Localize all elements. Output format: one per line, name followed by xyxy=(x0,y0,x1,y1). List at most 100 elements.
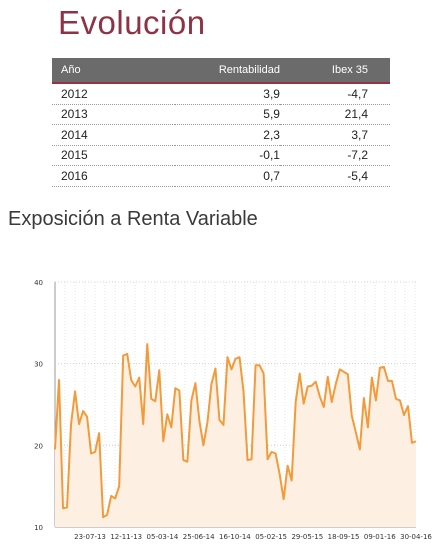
data-point xyxy=(243,390,245,392)
x-tick-label: 16-10-14 xyxy=(219,533,251,541)
data-point xyxy=(347,373,349,375)
data-point xyxy=(235,358,237,360)
data-point xyxy=(90,453,92,455)
data-point xyxy=(162,440,164,442)
data-point xyxy=(403,414,405,416)
data-point xyxy=(74,390,76,392)
data-point xyxy=(134,386,136,388)
cell-return: 2,3 xyxy=(174,124,280,146)
data-point xyxy=(339,368,341,370)
page-title: Evolución xyxy=(58,4,206,41)
data-point xyxy=(311,385,313,387)
data-point xyxy=(58,379,60,381)
data-point xyxy=(218,419,220,421)
data-point xyxy=(387,380,389,382)
data-point xyxy=(98,432,100,434)
x-tick-label: 12-11-13 xyxy=(110,533,142,541)
data-point xyxy=(110,495,112,497)
data-point xyxy=(114,497,116,499)
data-point xyxy=(291,479,293,481)
cell-ibex: 3,7 xyxy=(279,124,390,146)
x-tick-label: 05-02-15 xyxy=(255,533,287,541)
cell-return: 0,7 xyxy=(174,165,280,187)
data-point xyxy=(54,448,56,450)
data-point xyxy=(407,405,409,407)
x-tick-label: 18-09-15 xyxy=(328,533,360,541)
data-point xyxy=(66,506,68,508)
data-point xyxy=(182,459,184,461)
data-point xyxy=(351,415,353,417)
data-point xyxy=(319,395,321,397)
data-point xyxy=(202,444,204,446)
x-tick-label: 29-05-15 xyxy=(291,533,323,541)
cell-year: 2016 xyxy=(52,165,175,187)
data-point xyxy=(122,355,124,357)
data-point xyxy=(170,426,172,428)
table-row: 2012 3,9 -4,7 xyxy=(52,83,390,105)
data-point xyxy=(295,401,297,403)
data-point xyxy=(323,406,325,408)
data-point xyxy=(247,459,249,461)
data-point xyxy=(146,343,148,345)
data-point xyxy=(399,399,401,401)
data-point xyxy=(307,386,309,388)
data-point xyxy=(315,381,317,383)
cell-ibex: -4,7 xyxy=(279,83,390,105)
x-tick-label: 09-01-16 xyxy=(364,533,396,541)
data-point xyxy=(375,399,377,401)
data-point xyxy=(118,485,120,487)
header-ibex: Ibex 35 xyxy=(279,58,390,84)
data-point xyxy=(259,364,261,366)
data-point xyxy=(186,461,188,463)
data-point xyxy=(343,371,345,373)
data-point xyxy=(267,458,269,460)
data-point xyxy=(130,379,132,381)
equity-exposure-chart: 10 20 30 40 23-07-13 12-11-13 05-03-14 25-06-14… xyxy=(34,279,432,541)
data-point xyxy=(138,377,140,379)
header-return: Rentabilidad xyxy=(174,58,280,84)
data-point xyxy=(335,383,337,385)
data-point xyxy=(70,423,72,425)
x-tick-label: 25-06-14 xyxy=(183,533,215,541)
data-point xyxy=(198,420,200,422)
data-point xyxy=(391,380,393,382)
data-point xyxy=(251,458,253,460)
y-tick-label: 10 xyxy=(34,524,43,532)
data-point xyxy=(194,382,196,384)
data-point xyxy=(210,383,212,385)
data-point xyxy=(222,424,224,426)
data-point xyxy=(411,442,413,444)
x-tick-label: 30-04-16 xyxy=(400,533,432,541)
header-year: Año xyxy=(52,58,175,84)
data-point xyxy=(86,416,88,418)
data-point xyxy=(371,377,373,379)
table-header-row: Año Rentabilidad Ibex 35 xyxy=(52,58,390,84)
cell-ibex: 21,4 xyxy=(279,104,390,125)
data-point xyxy=(150,398,152,400)
data-point xyxy=(102,516,104,518)
data-point xyxy=(174,387,176,389)
data-point xyxy=(415,440,417,442)
data-point xyxy=(206,421,208,423)
data-point xyxy=(275,453,277,455)
data-point xyxy=(226,356,228,358)
data-point xyxy=(190,399,192,401)
y-tick-label: 40 xyxy=(34,279,43,287)
series-line xyxy=(54,343,417,519)
performance-table: Año Rentabilidad Ibex 35 2012 3,9 -4,7 2… xyxy=(52,58,390,187)
data-point xyxy=(142,423,144,425)
table-row: 2013 5,9 21,4 xyxy=(52,104,390,125)
cell-year: 2014 xyxy=(52,124,175,146)
data-point xyxy=(166,413,168,415)
data-point xyxy=(299,372,301,374)
data-point xyxy=(363,397,365,399)
data-point xyxy=(287,465,289,467)
data-point xyxy=(359,448,361,450)
data-point xyxy=(126,353,128,355)
data-point xyxy=(94,451,96,453)
data-point xyxy=(379,367,381,369)
table-row: 2014 2,3 3,7 xyxy=(52,124,390,146)
cell-return: 5,9 xyxy=(174,104,280,125)
data-point xyxy=(367,426,369,428)
data-point xyxy=(271,451,273,453)
